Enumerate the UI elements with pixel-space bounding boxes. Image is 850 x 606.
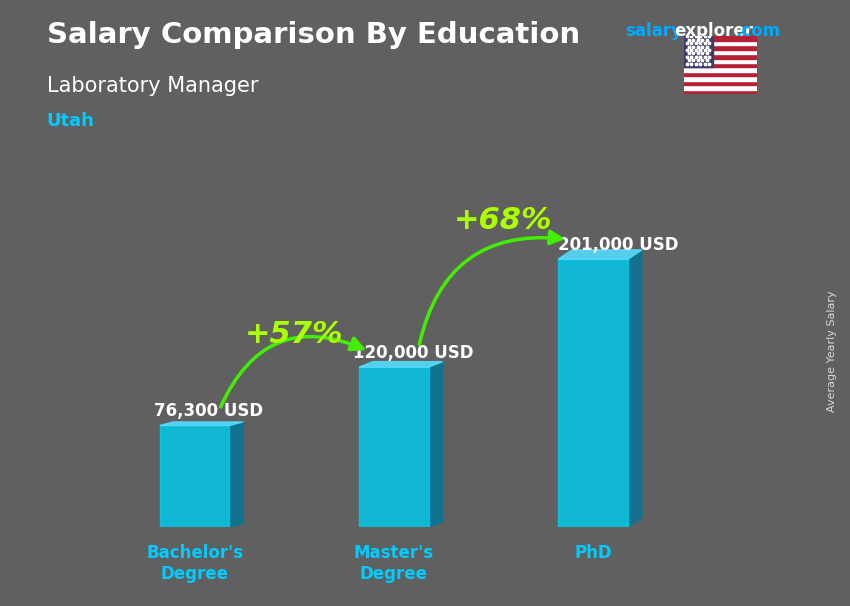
Bar	[558, 259, 628, 527]
Bar	[684, 45, 756, 50]
Polygon shape	[428, 362, 443, 527]
Polygon shape	[230, 422, 243, 527]
Bar	[684, 36, 756, 41]
Text: +57%: +57%	[245, 321, 343, 349]
Bar	[684, 67, 756, 72]
Polygon shape	[359, 362, 443, 367]
Text: Average Yearly Salary: Average Yearly Salary	[827, 291, 837, 412]
Text: +68%: +68%	[454, 206, 552, 235]
Bar	[684, 76, 756, 81]
Text: salary: salary	[625, 22, 682, 41]
Polygon shape	[628, 250, 642, 527]
Polygon shape	[160, 422, 243, 425]
Bar	[684, 85, 756, 90]
Bar	[684, 41, 756, 45]
Text: 76,300 USD: 76,300 USD	[154, 402, 263, 420]
Text: 201,000 USD: 201,000 USD	[558, 236, 678, 254]
Text: explorer: explorer	[674, 22, 753, 41]
Polygon shape	[558, 250, 642, 259]
Bar	[684, 72, 756, 76]
FancyArrowPatch shape	[419, 231, 562, 345]
Bar	[684, 90, 756, 94]
Text: Utah: Utah	[47, 112, 94, 130]
Bar	[684, 36, 713, 67]
Text: .com: .com	[735, 22, 780, 41]
FancyArrowPatch shape	[221, 336, 363, 407]
Text: Salary Comparison By Education: Salary Comparison By Education	[47, 21, 580, 49]
Bar	[160, 425, 230, 527]
Bar	[359, 367, 428, 527]
Bar	[684, 63, 756, 67]
Text: Laboratory Manager: Laboratory Manager	[47, 76, 258, 96]
Text: 120,000 USD: 120,000 USD	[353, 344, 473, 362]
Bar	[684, 81, 756, 85]
Bar	[684, 54, 756, 59]
Bar	[684, 59, 756, 63]
Bar	[684, 50, 756, 54]
